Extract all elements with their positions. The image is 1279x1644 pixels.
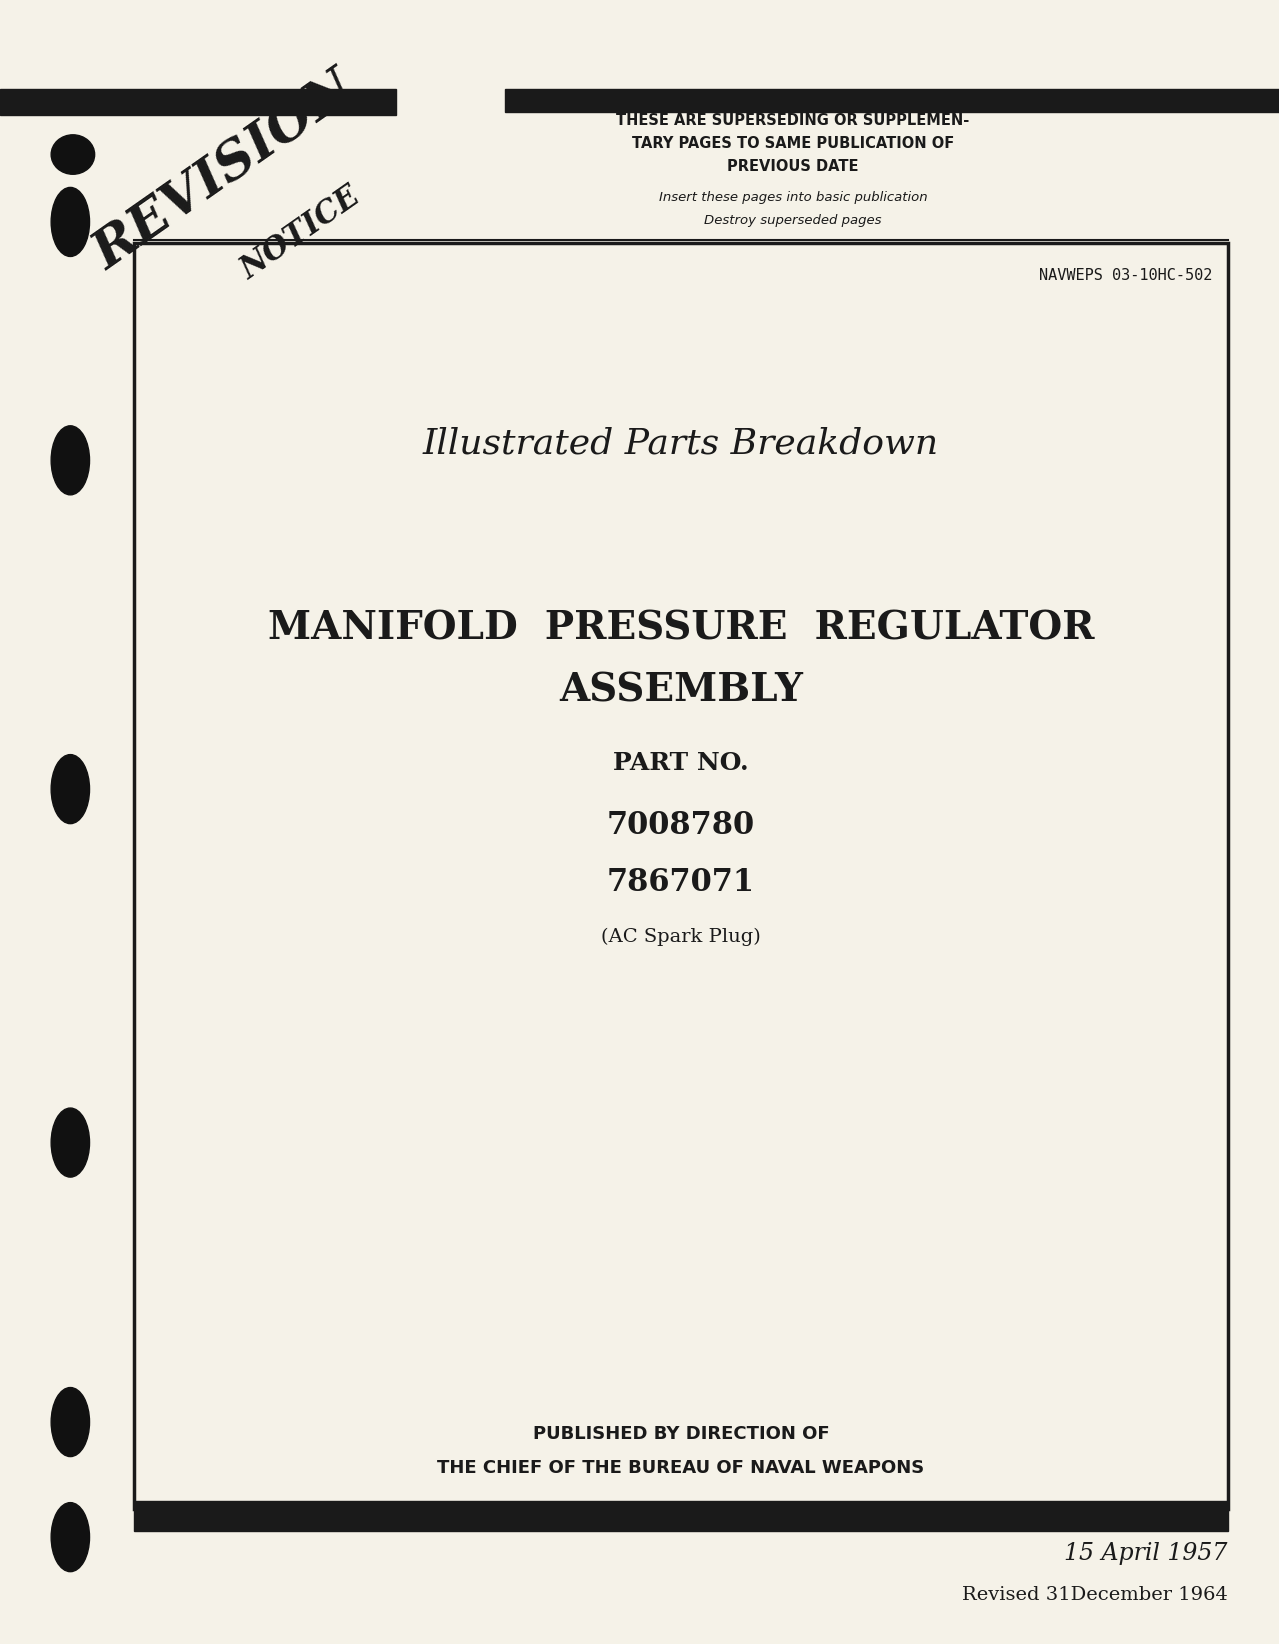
Text: 7867071: 7867071 <box>608 868 755 898</box>
Text: Destroy superseded pages: Destroy superseded pages <box>705 214 881 227</box>
Text: PUBLISHED BY DIRECTION OF: PUBLISHED BY DIRECTION OF <box>533 1425 829 1442</box>
Ellipse shape <box>51 187 90 256</box>
Text: PREVIOUS DATE: PREVIOUS DATE <box>728 158 858 174</box>
Text: (AC Spark Plug): (AC Spark Plug) <box>601 927 761 947</box>
Text: NAVWEPS 03-10HC-502: NAVWEPS 03-10HC-502 <box>1039 268 1212 283</box>
Bar <box>134 1501 1228 1531</box>
Text: REVISION: REVISION <box>83 62 365 279</box>
Ellipse shape <box>51 1388 90 1457</box>
Ellipse shape <box>51 1108 90 1177</box>
Ellipse shape <box>51 1503 90 1572</box>
Text: TARY PAGES TO SAME PUBLICATION OF: TARY PAGES TO SAME PUBLICATION OF <box>632 135 954 151</box>
Bar <box>134 243 1228 1509</box>
Text: ASSEMBLY: ASSEMBLY <box>559 671 803 710</box>
Text: PART NO.: PART NO. <box>613 751 749 774</box>
Text: Revised 31December 1964: Revised 31December 1964 <box>962 1586 1228 1603</box>
Ellipse shape <box>51 135 95 174</box>
Text: Insert these pages into basic publication: Insert these pages into basic publicatio… <box>659 191 927 204</box>
Text: THE CHIEF OF THE BUREAU OF NAVAL WEAPONS: THE CHIEF OF THE BUREAU OF NAVAL WEAPONS <box>437 1460 925 1476</box>
Text: NOTICE: NOTICE <box>235 181 366 286</box>
Bar <box>0 89 396 115</box>
Ellipse shape <box>51 755 90 824</box>
Text: Illustrated Parts Breakdown: Illustrated Parts Breakdown <box>423 427 939 460</box>
Text: 15 April 1957: 15 April 1957 <box>1064 1542 1228 1565</box>
Text: THESE ARE SUPERSEDING OR SUPPLEMEN-: THESE ARE SUPERSEDING OR SUPPLEMEN- <box>616 112 969 128</box>
Text: 7008780: 7008780 <box>608 810 755 840</box>
Text: MANIFOLD  PRESSURE  REGULATOR: MANIFOLD PRESSURE REGULATOR <box>267 608 1095 648</box>
Ellipse shape <box>51 426 90 495</box>
Bar <box>505 89 1279 112</box>
